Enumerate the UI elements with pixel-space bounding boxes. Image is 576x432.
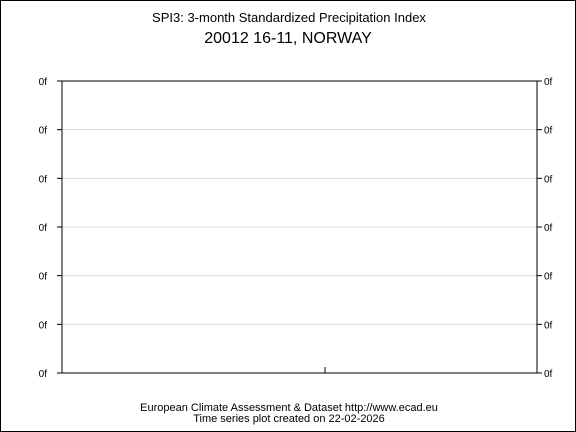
grid-lines	[62, 129, 537, 325]
y-tick-label-left: 0f	[39, 77, 48, 88]
y-axis-right-ticks: 0f 0f 0f 0f 0f 0f 0f	[537, 77, 553, 380]
y-tick-label-right: 0f	[544, 320, 553, 331]
footer-created-date: Time series plot created on 22-02-2026	[193, 413, 385, 425]
y-tick-label-right: 0f	[544, 223, 553, 234]
y-tick-label-right: 0f	[544, 369, 553, 380]
y-axis-left-ticks: 0f 0f 0f 0f 0f 0f 0f	[39, 77, 62, 380]
y-tick-label-left: 0f	[39, 126, 48, 137]
chart-subtitle: 20012 16-11, NORWAY	[204, 30, 372, 47]
chart-title: SPI3: 3-month Standardized Precipitation…	[152, 10, 426, 25]
y-tick-label-left: 0f	[39, 272, 48, 283]
footer-credit: European Climate Assessment & Dataset ht…	[140, 402, 438, 414]
y-tick-label-left: 0f	[39, 320, 48, 331]
y-tick-label-left: 0f	[39, 174, 48, 185]
y-tick-label-left: 0f	[39, 223, 48, 234]
y-tick-label-right: 0f	[544, 126, 553, 137]
y-tick-label-right: 0f	[544, 272, 553, 283]
y-tick-label-right: 0f	[544, 174, 553, 185]
y-tick-label-left: 0f	[39, 369, 48, 380]
y-tick-label-right: 0f	[544, 77, 553, 88]
